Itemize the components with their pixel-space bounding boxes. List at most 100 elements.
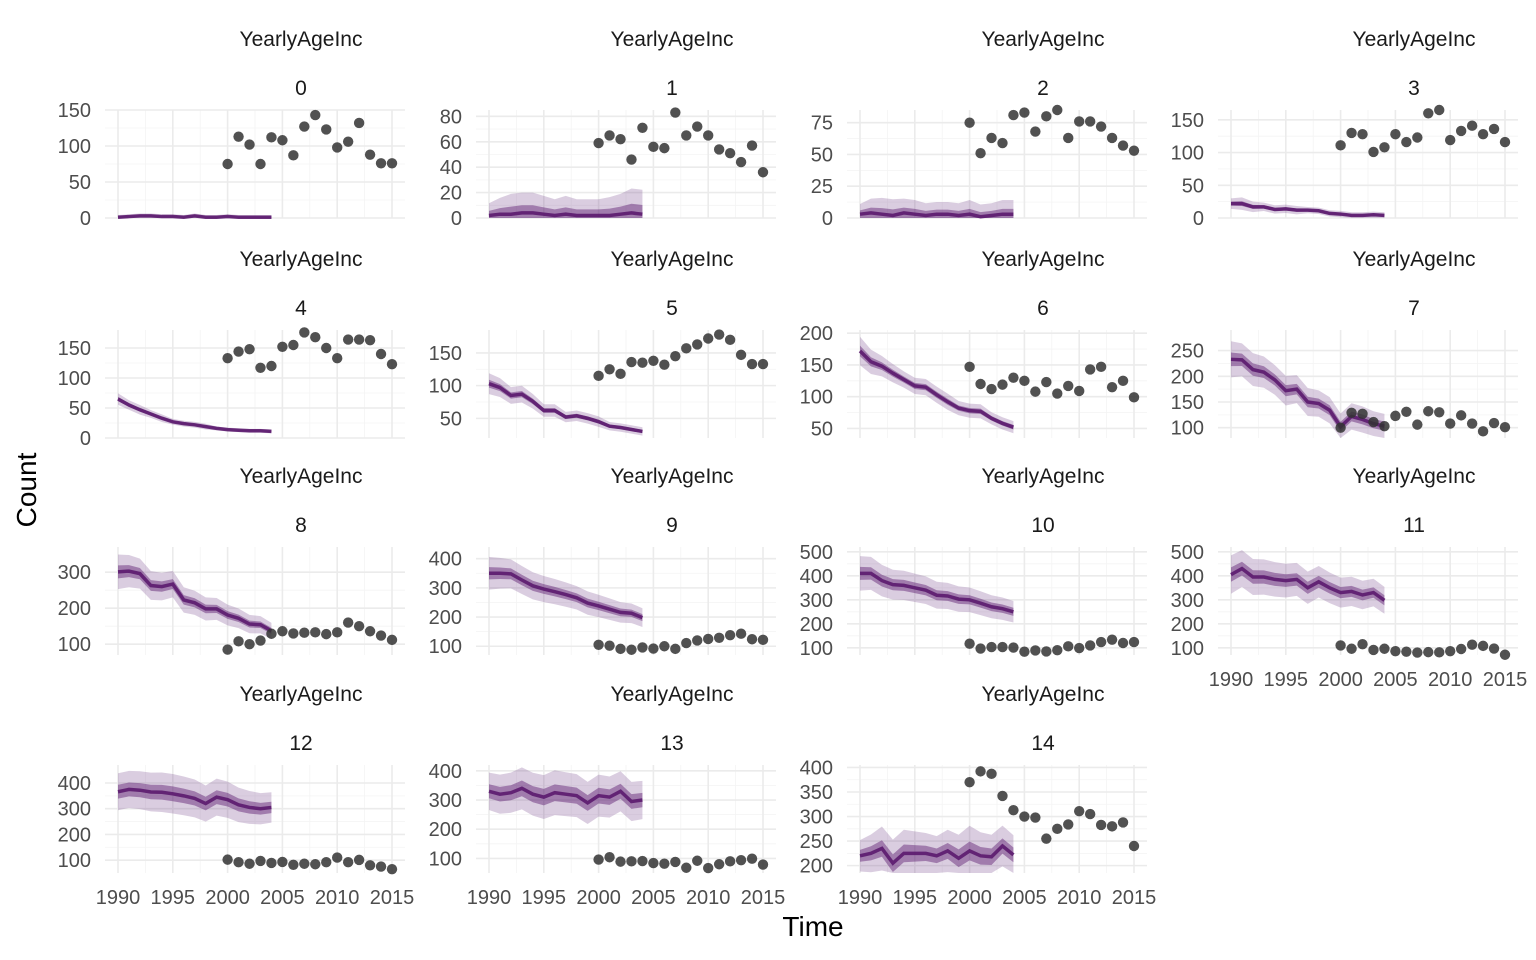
y-tick-label: 50 [811, 418, 833, 440]
observed-point [1423, 108, 1434, 119]
observed-point [255, 855, 266, 867]
observed-point [222, 854, 233, 865]
model-band-outer [1231, 341, 1385, 438]
facet-panel-6: YearlyAgeInc 6 50 100 150 200 [800, 248, 1147, 440]
observed-point [386, 863, 398, 875]
model-line [117, 787, 272, 811]
observed-point [386, 359, 398, 370]
observed-point [648, 141, 659, 153]
observed-point [299, 627, 310, 638]
observed-point [321, 342, 332, 354]
observed-point [637, 357, 648, 368]
observed-point [593, 854, 604, 865]
observed-point [1008, 109, 1019, 121]
observed-point [615, 134, 626, 145]
observed-point [1117, 817, 1129, 828]
observed-point [1030, 812, 1041, 823]
x-axis-title: Time [782, 911, 843, 942]
observed-point [353, 621, 365, 632]
observed-point [637, 855, 648, 867]
facet-panel-12: YearlyAgeInc 12 100 200 300 400 1990 1995 2000 20… [58, 683, 415, 909]
y-tick-label: 50 [811, 144, 833, 166]
observed-point [1401, 406, 1412, 417]
y-tick-label: 300 [58, 562, 91, 584]
observed-point [353, 117, 365, 129]
observed-point [1106, 132, 1118, 144]
y-tick-label: 200 [429, 607, 462, 629]
observed-point [703, 130, 714, 141]
facet-strip-label: 5 [666, 297, 678, 320]
facet-strip-title: YearlyAgeInc [1353, 28, 1476, 51]
observed-point [964, 361, 975, 373]
observed-point [986, 132, 997, 144]
model-band-inner [860, 566, 1014, 616]
y-tick-label: 400 [1171, 566, 1204, 588]
observed-point [1368, 416, 1379, 428]
model-band-outer [1231, 550, 1385, 614]
observed-point [975, 378, 986, 390]
observed-point [321, 124, 332, 135]
y-tick-label: 200 [1171, 614, 1204, 636]
observed-point [1084, 808, 1096, 820]
observed-point [604, 640, 615, 651]
observed-point [277, 135, 288, 146]
x-tick-label: 2005 [631, 887, 676, 909]
y-tick-label: 50 [69, 398, 91, 420]
y-tick-label: 400 [429, 549, 462, 571]
observed-point [1445, 645, 1456, 657]
observed-point [1052, 388, 1063, 399]
y-tick-label: 0 [1193, 208, 1204, 230]
y-tick-label: 100 [429, 376, 462, 398]
model-line [489, 571, 644, 620]
y-tick-label: 300 [429, 578, 462, 600]
y-tick-label: 150 [58, 338, 91, 360]
y-tick-label: 0 [822, 208, 833, 230]
observed-point [1052, 823, 1063, 835]
observed-point [648, 643, 659, 654]
observed-point [997, 137, 1008, 149]
y-tick-label: 250 [800, 831, 833, 853]
observed-point [1084, 116, 1096, 127]
y-axis-title: Count [11, 452, 42, 527]
y-tick-label: 150 [1171, 392, 1204, 414]
y-tick-label: 50 [1182, 175, 1204, 197]
observed-point [233, 857, 244, 868]
observed-point [1368, 146, 1379, 158]
observed-point [659, 641, 670, 652]
y-tick-label: 0 [451, 208, 462, 230]
facet-strip-label: 8 [295, 514, 307, 537]
observed-point [659, 359, 670, 370]
y-tick-label: 100 [58, 850, 91, 872]
observed-point [1379, 420, 1390, 432]
observed-point [1455, 643, 1467, 655]
observed-point [1095, 636, 1107, 648]
observed-point [364, 626, 376, 637]
observed-point [1019, 375, 1030, 387]
observed-point [746, 853, 758, 864]
x-tick-label: 2010 [1428, 669, 1473, 691]
observed-point [375, 348, 387, 360]
observed-point [364, 335, 376, 346]
observed-point [724, 629, 736, 641]
x-tick-label: 1995 [522, 887, 567, 909]
observed-point [255, 158, 266, 170]
y-tick-label: 75 [811, 113, 833, 135]
y-tick-label: 200 [800, 323, 833, 345]
observed-point [1445, 418, 1456, 429]
facet-strip-label: 11 [1403, 514, 1425, 537]
observed-point [626, 856, 637, 867]
observed-point [1477, 640, 1489, 652]
facet-strip-title: YearlyAgeInc [982, 28, 1105, 51]
y-tick-label: 100 [1171, 143, 1204, 165]
y-tick-label: 100 [58, 634, 91, 656]
model-line [859, 843, 1015, 866]
observed-point [681, 130, 692, 141]
y-tick-label: 300 [800, 807, 833, 829]
y-tick-label: 150 [1171, 110, 1204, 132]
y-tick-label: 200 [429, 819, 462, 841]
observed-point [746, 140, 758, 151]
facet-panel-5: YearlyAgeInc 5 50 100 150 [429, 248, 776, 438]
y-tick-label: 250 [1171, 341, 1204, 363]
observed-point [964, 117, 975, 128]
